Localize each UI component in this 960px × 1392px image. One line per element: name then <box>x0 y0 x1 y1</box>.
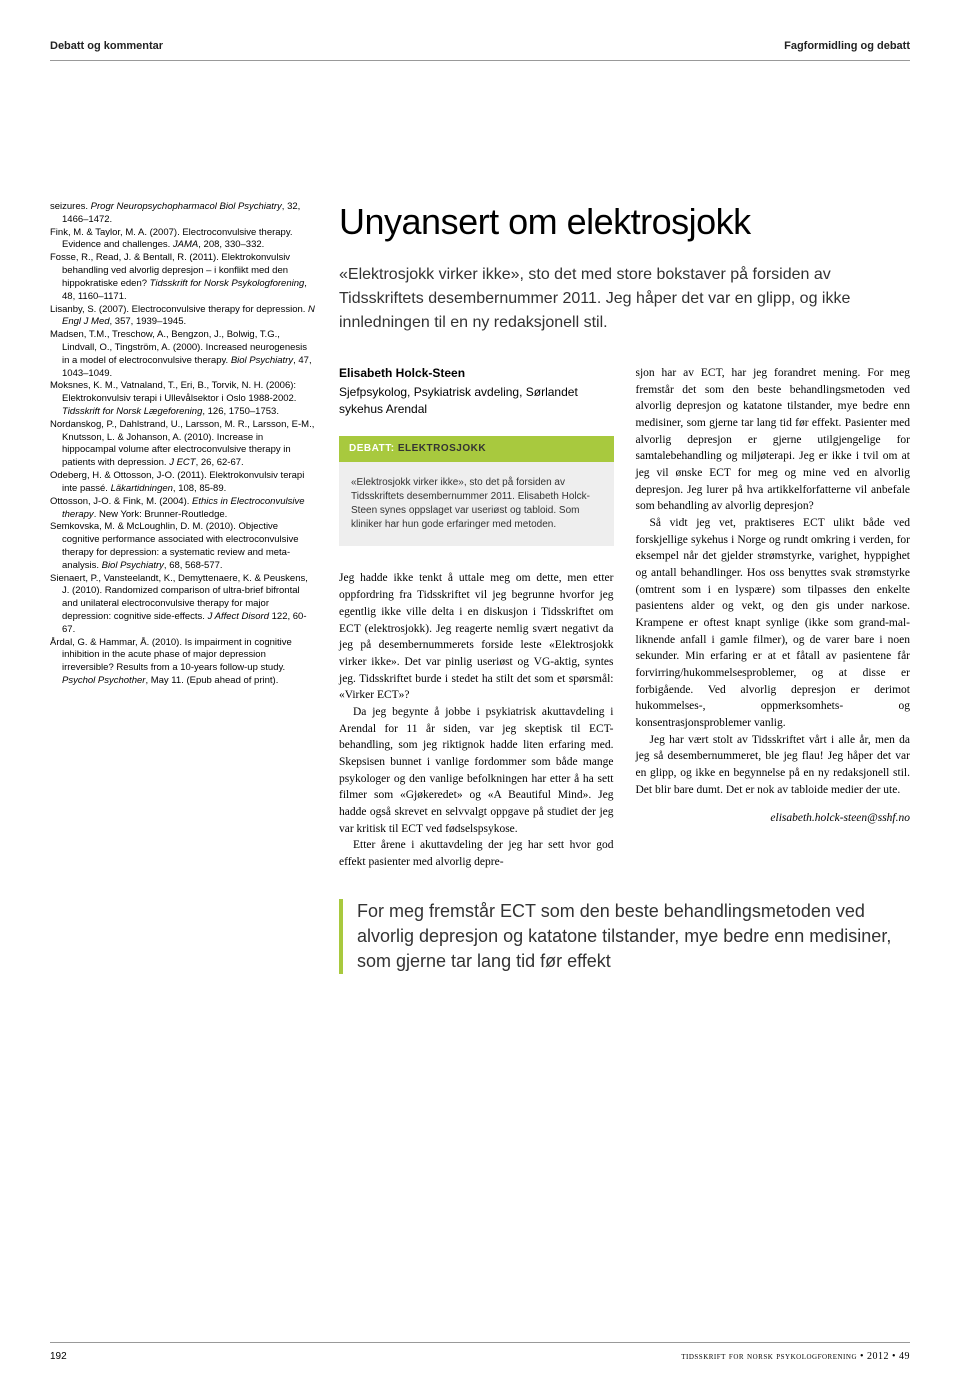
summary-box: «Elektrosjokk virker ikke», sto det på f… <box>339 462 614 546</box>
journal-reference: tidsskrift for norsk psykologforening • … <box>681 1351 910 1362</box>
reference-entry: Sienaert, P., Vansteelandt, K., Demytten… <box>50 573 315 637</box>
reference-entry: Madsen, T.M., Treschow, A., Bengzon, J.,… <box>50 329 315 380</box>
debate-topic: ELEKTROSJOKK <box>398 443 486 454</box>
article-lead: «Elektrosjokk virker ikke», sto det med … <box>339 263 910 335</box>
header-right: Fagformidling og debatt <box>784 40 910 52</box>
body-paragraph: Etter årene i akuttavdeling der jeg har … <box>339 837 614 870</box>
reference-entry: Odeberg, H. & Ottosson, J-O. (2011). Ele… <box>50 470 315 496</box>
article-main: Unyansert om elektrosjokk «Elektrosjokk … <box>339 201 910 974</box>
page-footer: 192 tidsskrift for norsk psykologforenin… <box>50 1342 910 1362</box>
reference-entry: Nordanskog, P., Dahlstrand, U., Larsson,… <box>50 419 315 470</box>
page-number: 192 <box>50 1351 67 1362</box>
reference-entry: seizures. Progr Neuropsychopharmacol Bio… <box>50 201 315 227</box>
body-paragraph: Jeg hadde ikke tenkt å uttale meg om det… <box>339 570 614 703</box>
article-title: Unyansert om elektrosjokk <box>339 201 910 243</box>
author-email: elisabeth.holck-steen@sshf.no <box>636 810 911 827</box>
author-name: Elisabeth Holck-Steen <box>339 365 614 382</box>
two-column-body: Elisabeth Holck-Steen Sjefpsykolog, Psyk… <box>339 365 910 871</box>
reference-entry: Lisanby, S. (2007). Electroconvulsive th… <box>50 304 315 330</box>
header-left: Debatt og kommentar <box>50 40 163 52</box>
author-title: Sjefpsykolog, Psykiatrisk avdeling, Sørl… <box>339 384 614 418</box>
body-paragraph: sjon har av ECT, har jeg forandret menin… <box>636 365 911 515</box>
reference-entry: Fink, M. & Taylor, M. A. (2007). Electro… <box>50 227 315 253</box>
body-col2: sjon har av ECT, har jeg forandret menin… <box>636 365 911 798</box>
content-area: seizures. Progr Neuropsychopharmacol Bio… <box>50 201 910 974</box>
pullquote-bar <box>339 899 343 975</box>
page-header: Debatt og kommentar Fagformidling og deb… <box>50 40 910 61</box>
column-left: Elisabeth Holck-Steen Sjefpsykolog, Psyk… <box>339 365 614 871</box>
reference-entry: Semkovska, M. & McLoughlin, D. M. (2010)… <box>50 521 315 572</box>
references-column: seizures. Progr Neuropsychopharmacol Bio… <box>50 201 315 974</box>
debate-label: DEBATT: <box>349 443 395 454</box>
reference-entry: Ottosson, J-O. & Fink, M. (2004). Ethics… <box>50 496 315 522</box>
column-right: sjon har av ECT, har jeg forandret menin… <box>636 365 911 871</box>
body-paragraph: Jeg har vært stolt av Tidsskriftet vårt … <box>636 732 911 799</box>
reference-entry: Årdal, G. & Hammar, Å. (2010). Is impair… <box>50 637 315 688</box>
reference-entry: Moksnes, K. M., Vatnaland, T., Eri, B., … <box>50 380 315 418</box>
debate-tag: DEBATT: ELEKTROSJOKK <box>339 436 614 463</box>
pullquote-text: For meg fremstår ECT som den beste behan… <box>357 899 910 975</box>
body-paragraph: Så vidt jeg vet, praktiseres ECT ulikt b… <box>636 515 911 732</box>
pullquote-block: For meg fremstår ECT som den beste behan… <box>339 899 910 975</box>
reference-entry: Fosse, R., Read, J. & Bentall, R. (2011)… <box>50 252 315 303</box>
body-col1: Jeg hadde ikke tenkt å uttale meg om det… <box>339 570 614 870</box>
body-paragraph: Da jeg begynte å jobbe i psykiatrisk aku… <box>339 704 614 837</box>
